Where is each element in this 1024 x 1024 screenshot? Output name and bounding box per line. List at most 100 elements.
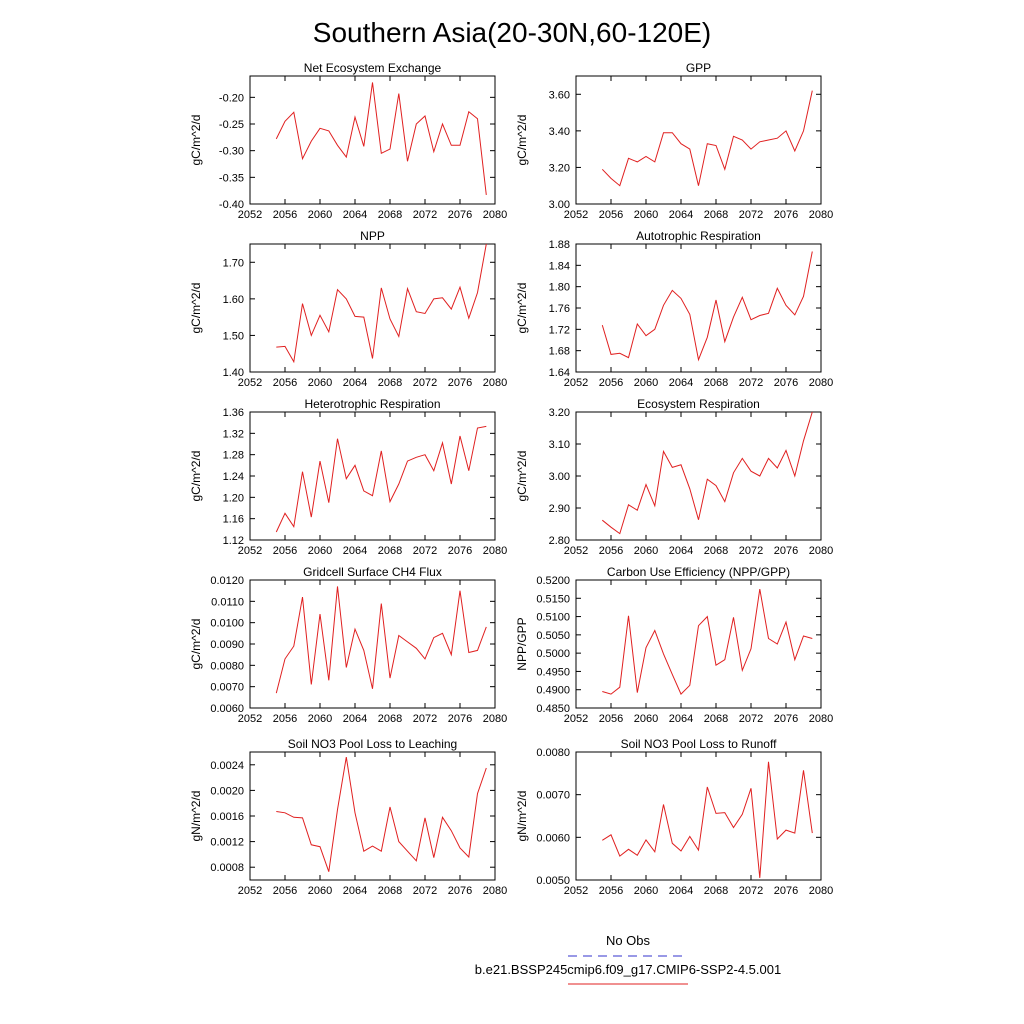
x-tick-label: 2060	[634, 885, 658, 897]
x-tick-label: 2080	[809, 545, 833, 557]
y-tick-label: 0.0060	[536, 832, 570, 844]
x-tick-label: 2072	[739, 377, 763, 389]
chart-panel: GPP gC/m^2/d 2052 2056 2060 2064 2068 2072 2076 2…	[515, 61, 833, 221]
y-tick-label: 1.60	[223, 294, 244, 306]
x-tick-label: 2052	[564, 377, 588, 389]
panel-title: Soil NO3 Pool Loss to Leaching	[288, 737, 457, 751]
x-tick-label: 2064	[343, 377, 367, 389]
x-tick-label: 2060	[634, 209, 658, 221]
x-tick-label: 2076	[448, 209, 472, 221]
y-tick-label: 0.0080	[210, 660, 244, 672]
y-tick-label: 3.00	[549, 471, 570, 483]
series-line	[276, 243, 487, 364]
x-tick-label: 2052	[238, 209, 262, 221]
x-tick-label: 2072	[739, 209, 763, 221]
panel-title: Autotrophic Respiration	[636, 229, 761, 243]
x-tick-label: 2056	[273, 885, 297, 897]
chart-panel: Soil NO3 Pool Loss to Leaching gN/m^2/d 20…	[189, 737, 507, 897]
x-tick-label: 2064	[669, 377, 693, 389]
series-line	[275, 425, 487, 533]
y-tick-label: 1.50	[223, 330, 244, 342]
x-tick-label: 2056	[599, 377, 623, 389]
legend-label-obs: No Obs	[606, 933, 651, 948]
y-tick-label: 0.0110	[211, 596, 244, 608]
y-tick-label: 1.20	[223, 492, 244, 504]
x-tick-label: 2052	[238, 377, 262, 389]
series-line	[275, 586, 487, 694]
y-axis-label: gC/m^2/d	[515, 115, 529, 166]
y-tick-label: 1.72	[549, 324, 570, 336]
x-tick-label: 2056	[599, 545, 623, 557]
series-line	[602, 761, 813, 878]
x-tick-label: 2072	[413, 545, 437, 557]
x-tick-label: 2060	[634, 545, 658, 557]
x-tick-label: 2068	[704, 885, 728, 897]
x-tick-label: 2052	[238, 545, 262, 557]
x-tick-label: 2064	[669, 209, 693, 221]
chart-panel: Gridcell Surface CH4 Flux gC/m^2/d 2052 205…	[189, 565, 507, 725]
plot-frame	[249, 751, 496, 881]
x-tick-label: 2080	[483, 545, 507, 557]
y-tick-label: 0.4900	[536, 685, 570, 697]
y-tick-label: 0.0050	[536, 875, 570, 887]
y-tick-label: 0.0120	[210, 575, 244, 587]
x-tick-label: 2072	[739, 545, 763, 557]
plot-frame	[575, 411, 822, 541]
x-tick-label: 2068	[378, 545, 402, 557]
x-tick-label: 2056	[273, 713, 297, 725]
x-tick-label: 2076	[774, 377, 798, 389]
y-tick-label: 2.80	[549, 535, 570, 547]
x-tick-label: 2068	[378, 209, 402, 221]
y-tick-label: 0.0060	[210, 703, 244, 715]
y-tick-label: 0.0070	[210, 682, 244, 694]
y-tick-label: 1.64	[549, 367, 570, 379]
x-tick-label: 2080	[483, 377, 507, 389]
y-tick-label: -0.40	[219, 199, 244, 211]
plot-frame	[575, 75, 822, 205]
x-tick-label: 2056	[599, 209, 623, 221]
series-line	[601, 251, 813, 362]
x-tick-label: 2060	[634, 377, 658, 389]
y-tick-label: 1.84	[549, 260, 570, 272]
y-tick-label: 0.5050	[536, 630, 570, 642]
x-tick-label: 2080	[483, 713, 507, 725]
x-tick-label: 2080	[809, 885, 833, 897]
y-tick-label: -0.35	[219, 172, 244, 184]
y-tick-label: 1.36	[223, 407, 244, 419]
panels-group: Net Ecosystem Exchange gC/m^2/d 2052 2056 20…	[189, 61, 833, 897]
panel-title: GPP	[686, 61, 711, 75]
y-tick-label: 0.4950	[536, 666, 570, 678]
y-tick-label: 3.10	[549, 439, 570, 451]
x-tick-label: 2056	[599, 713, 623, 725]
y-axis-label: NPP/GPP	[515, 617, 529, 670]
x-tick-label: 2076	[448, 545, 472, 557]
plot-frame	[249, 243, 496, 373]
y-tick-label: 0.0090	[210, 639, 244, 651]
y-tick-label: 1.88	[549, 239, 570, 251]
y-tick-label: 0.0024	[210, 760, 244, 772]
x-tick-label: 2056	[273, 209, 297, 221]
x-tick-label: 2064	[669, 545, 693, 557]
x-tick-label: 2076	[448, 713, 472, 725]
y-tick-label: -0.20	[219, 92, 244, 104]
figure-title: Southern Asia(20-30N,60-120E)	[313, 17, 711, 48]
x-tick-label: 2068	[704, 377, 728, 389]
x-tick-label: 2080	[483, 885, 507, 897]
legend-label-model: b.e21.BSSP245cmip6.f09_g17.CMIP6-SSP2-4.…	[475, 962, 781, 977]
y-tick-label: 0.0070	[536, 790, 570, 802]
x-tick-label: 2056	[273, 545, 297, 557]
x-tick-label: 2064	[343, 545, 367, 557]
chart-panel: Autotrophic Respiration gC/m^2/d 2052 2056 2…	[515, 229, 833, 389]
y-tick-label: 0.0012	[210, 837, 244, 849]
x-tick-label: 2076	[448, 885, 472, 897]
x-tick-label: 2080	[809, 713, 833, 725]
x-tick-label: 2068	[704, 545, 728, 557]
y-tick-label: 1.80	[549, 282, 570, 294]
y-axis-label: gN/m^2/d	[189, 791, 203, 842]
series-line	[601, 90, 813, 187]
x-tick-label: 2052	[564, 885, 588, 897]
y-tick-label: 3.40	[549, 126, 570, 138]
x-tick-label: 2052	[564, 545, 588, 557]
y-tick-label: 1.16	[223, 514, 244, 526]
